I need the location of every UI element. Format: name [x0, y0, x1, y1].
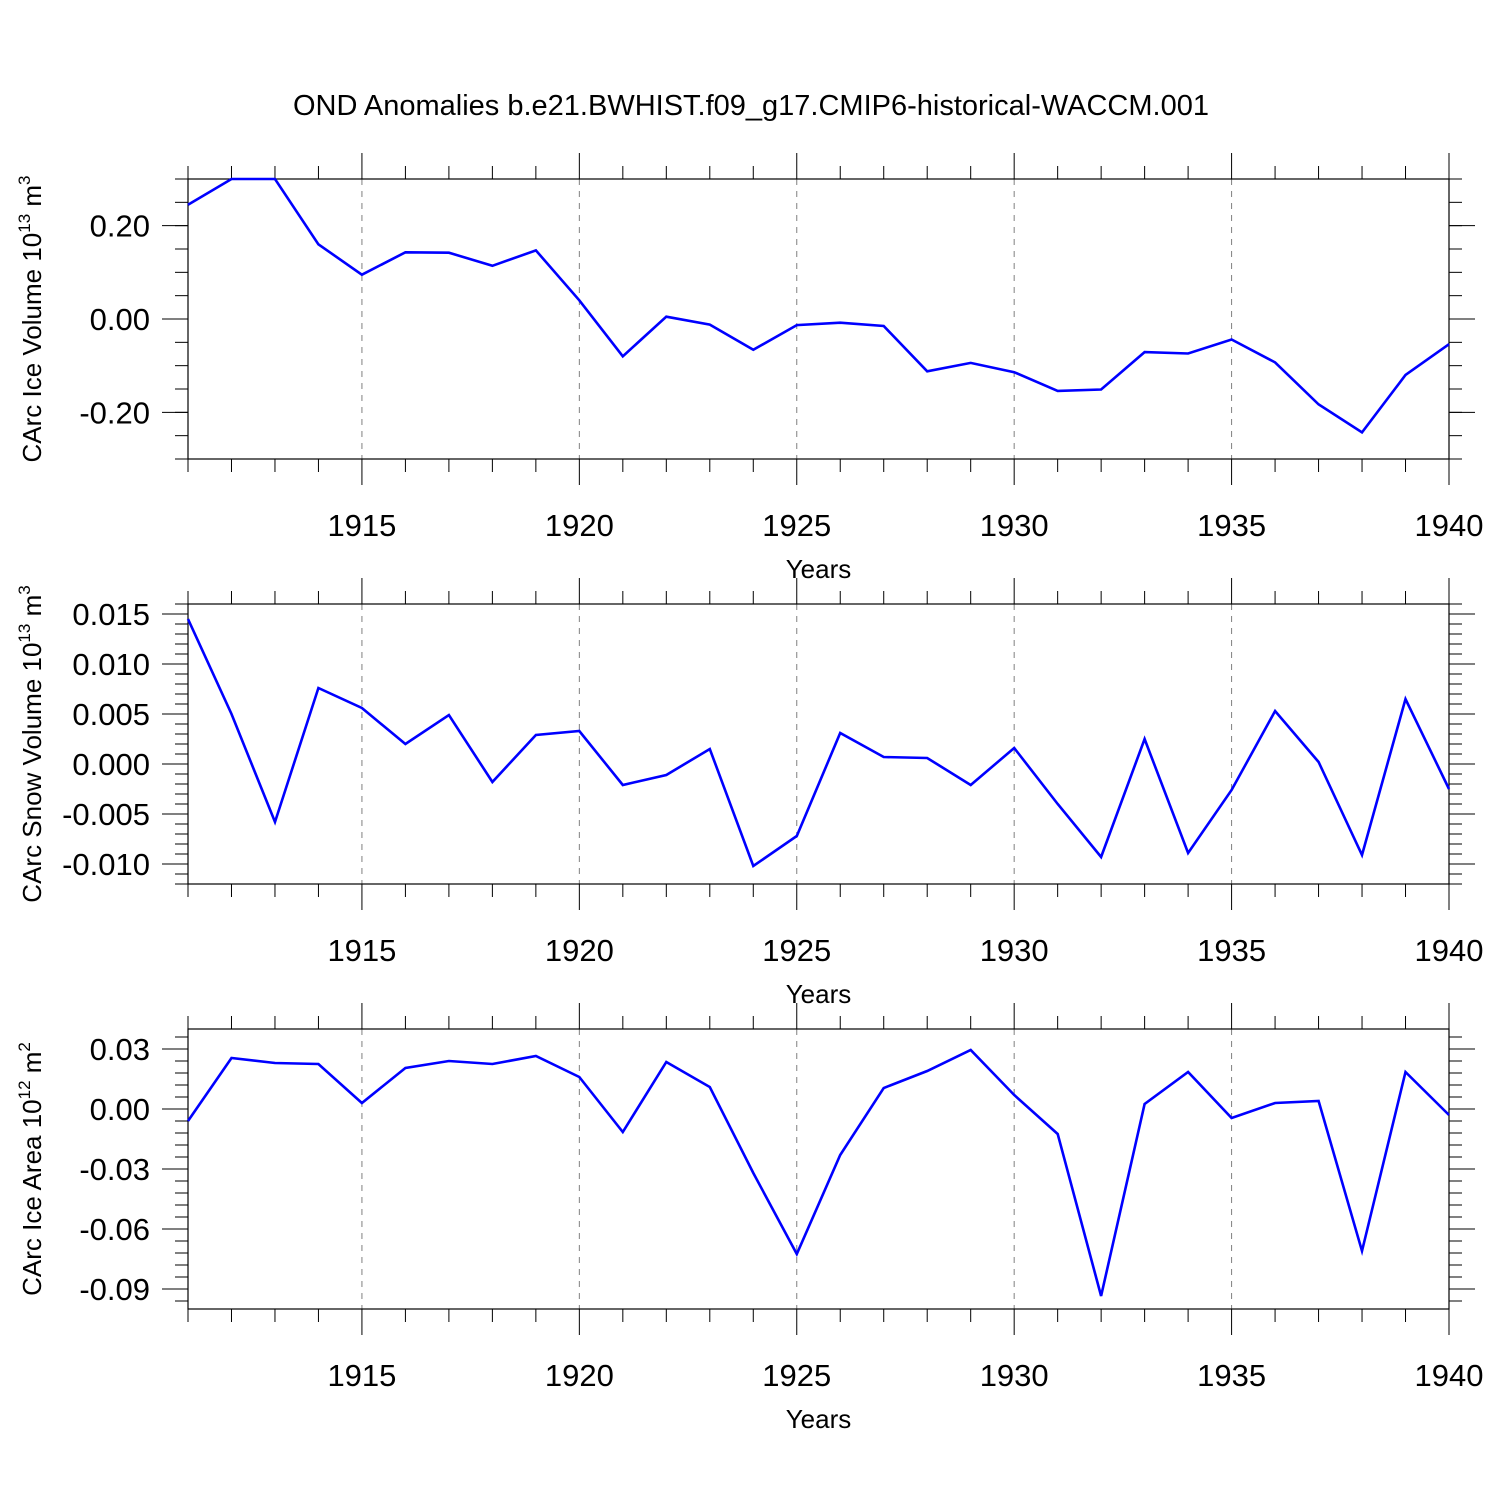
x-tick-label: 1935	[1197, 1358, 1266, 1393]
x-tick-label: 1915	[327, 1358, 396, 1393]
y-tick-label: -0.06	[79, 1212, 150, 1247]
y-tick-label: -0.03	[79, 1152, 150, 1187]
x-tick-label: 1915	[327, 933, 396, 968]
y-axis-label-exponent: 13	[15, 624, 34, 643]
x-tick-label: 1935	[1197, 508, 1266, 543]
plot-frame	[187, 1028, 1450, 1310]
series-line	[186, 1048, 1450, 1297]
y-axis-label-text: CArc Ice Volume 10	[17, 233, 47, 463]
y-axis-label-exponent: 12	[15, 1080, 34, 1099]
x-tick-label: 1920	[545, 933, 614, 968]
y-axis-label-text: CArc Snow Volume 10	[17, 643, 47, 903]
panel-3: -0.09 -0.06 -0.03 0.00 0.03 1915 1920 1925 1930 1…	[15, 1003, 1483, 1434]
y-axis-label-unit-exponent: 3	[15, 175, 34, 184]
x-tick-label: 1930	[980, 1358, 1049, 1393]
y-axis-label-unit: m	[17, 595, 47, 624]
x-axis-label: Years	[786, 554, 852, 584]
y-tick-label: 0.000	[72, 747, 150, 782]
y-tick-label: 0.010	[72, 647, 150, 682]
y-tick-label: -0.09	[79, 1272, 150, 1307]
x-tick-label: 1930	[980, 933, 1049, 968]
y-axis-label-exponent: 13	[15, 214, 34, 233]
y-tick-label: 0.005	[72, 697, 150, 732]
y-axis-label-unit: m	[17, 1052, 47, 1081]
x-tick-label: 1925	[762, 508, 831, 543]
plot-frame	[187, 603, 1450, 885]
panel-1: -0.20 0.00 0.20 1915 1920 1925 1930 1935 1940 Yea…	[15, 153, 1483, 584]
y-tick-label: 0.03	[90, 1032, 150, 1067]
x-tick-label: 1925	[762, 933, 831, 968]
chart-title: OND Anomalies b.e21.BWHIST.f09_g17.CMIP6…	[293, 90, 1209, 122]
x-axis-label: Years	[786, 1404, 852, 1434]
x-axis-label: Years	[786, 979, 852, 1009]
y-tick-label: 0.20	[90, 209, 150, 244]
y-tick-label: 0.00	[90, 1092, 150, 1127]
x-tick-label: 1915	[327, 508, 396, 543]
x-tick-label: 1920	[545, 508, 614, 543]
y-tick-label: -0.010	[62, 847, 150, 882]
x-tick-label: 1925	[762, 1358, 831, 1393]
x-tick-label: 1920	[545, 1358, 614, 1393]
x-tick-label: 1940	[1415, 933, 1484, 968]
x-tick-label: 1935	[1197, 933, 1266, 968]
panels: -0.20 0.00 0.20 1915 1920 1925 1930 1935 1940 Yea…	[15, 153, 1483, 1434]
y-tick-label: 0.00	[90, 302, 150, 337]
series-line	[186, 618, 1451, 869]
x-tick-label: 1940	[1415, 508, 1484, 543]
panel-2: -0.010 -0.005 0.000 0.005 0.010 0.015 1915 1920…	[15, 578, 1483, 1009]
y-axis-label: CArc Ice Volume 1013 m3	[15, 175, 47, 462]
y-axis-label: CArc Ice Area 1012 m2	[15, 1042, 47, 1296]
y-axis-label-unit: m	[17, 185, 47, 214]
y-tick-label: -0.20	[79, 395, 150, 430]
x-tick-label: 1940	[1415, 1358, 1484, 1393]
plot-frame	[187, 178, 1450, 460]
y-axis-label: CArc Snow Volume 1013 m3	[15, 585, 47, 902]
series-line	[187, 177, 1450, 435]
y-axis-label-unit-exponent: 2	[15, 1042, 34, 1051]
y-axis-label-unit-exponent: 3	[15, 585, 34, 594]
y-tick-label: -0.005	[62, 797, 150, 832]
y-axis-label-text: CArc Ice Area 10	[17, 1099, 47, 1296]
y-tick-label: 0.015	[72, 597, 150, 632]
x-tick-label: 1930	[980, 508, 1049, 543]
